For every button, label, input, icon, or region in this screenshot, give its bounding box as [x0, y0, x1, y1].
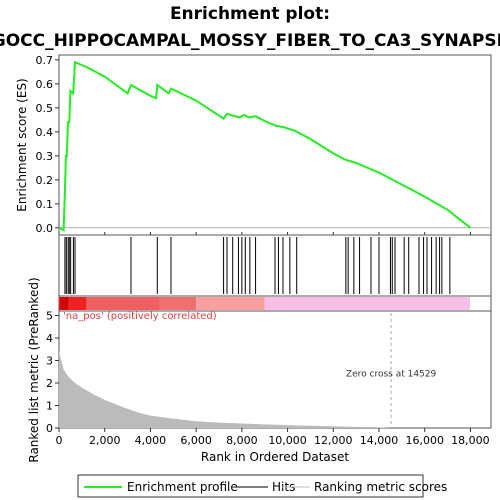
metric-y-tick-label: 0 — [46, 422, 53, 435]
metric-y-tick-label: 1 — [46, 400, 53, 413]
x-tick-label: 2,000 — [89, 434, 121, 447]
es-panel: 0.0 0.1 0.2 0.3 0.4 0.5 0.6 0.7 Enrichment scor… — [15, 54, 492, 236]
x-tick-label: 14,000 — [360, 434, 399, 447]
es-y-tick-label: 0.6 — [36, 78, 54, 91]
x-tick-label: 18,000 — [451, 434, 490, 447]
es-y-axis-ticks: 0.0 0.1 0.2 0.3 0.4 0.5 0.6 0.7 — [36, 54, 59, 235]
es-y-axis-label: Enrichment score (ES) — [15, 78, 29, 211]
legend-box — [77, 474, 424, 498]
x-tick-label: 12,000 — [314, 434, 353, 447]
metric-x-axis-ticks: 0 2,000 4,000 6,000 8,000 10,000 12,000 14,000 1… — [56, 428, 490, 447]
ranking-metric-area — [59, 351, 471, 428]
rank-color-stripe — [64, 297, 67, 310]
rank-color-stripe — [66, 297, 69, 310]
enrichment-profile-line — [58, 60, 472, 232]
chart-title-line2: GOCC_HIPPOCAMPAL_MOSSY_FIBER_TO_CA3_SYNA… — [0, 31, 500, 51]
rank-color-segment — [264, 297, 470, 310]
legend-metric-label: Ranking metric scores — [314, 480, 447, 494]
x-tick-label: 6,000 — [180, 434, 212, 447]
legend-enrichment-label: Enrichment profile — [127, 480, 238, 494]
rank-color-segment — [196, 297, 265, 310]
es-y-tick-label: 0.4 — [36, 126, 54, 139]
es-y-tick-label: 0.1 — [36, 198, 54, 211]
rank-color-stripe — [61, 297, 64, 310]
hit-markers — [64, 237, 451, 294]
metric-y-tick-label: 4 — [46, 332, 53, 345]
chart-title-line1: Enrichment plot: — [170, 4, 330, 24]
x-tick-label: 4,000 — [135, 434, 167, 447]
rank-color-bar — [58, 295, 492, 312]
hits-panel — [58, 234, 492, 297]
rank-color-stripe — [60, 297, 62, 310]
rank-color-segment — [86, 297, 160, 310]
x-tick-label: 16,000 — [405, 434, 444, 447]
es-y-tick-label: 0.5 — [36, 102, 54, 115]
es-y-tick-label: 0.2 — [36, 174, 54, 187]
metric-panel: Zero cross at 14529 'na_pos' (positively… — [27, 277, 492, 464]
metric-y-tick-label: 3 — [46, 355, 53, 368]
es-panel-frame — [58, 54, 492, 236]
rank-color-segment — [159, 297, 197, 310]
es-y-tick-label: 0.7 — [36, 54, 54, 67]
x-tick-label: 8,000 — [226, 434, 258, 447]
x-tick-label: 0 — [56, 434, 63, 447]
x-tick-label: 10,000 — [268, 434, 307, 447]
es-y-tick-label: 0.0 — [36, 222, 54, 235]
positive-correlation-label: 'na_pos' (positively correlated) — [63, 311, 217, 322]
x-axis-label: Rank in Ordered Dataset — [201, 450, 349, 464]
metric-y-axis-ticks: 0 1 2 3 4 5 — [46, 310, 59, 435]
legend: Enrichment profile Hits Ranking metric s… — [77, 474, 447, 498]
zero-cross-annotation: Zero cross at 14529 — [346, 369, 437, 379]
es-y-tick-label: 0.3 — [36, 150, 54, 163]
metric-y-axis-label: Ranked list metric (PreRanked) — [27, 277, 41, 462]
rank-color-stripe — [63, 297, 65, 310]
metric-y-tick-label: 5 — [46, 310, 53, 323]
metric-y-tick-label: 2 — [46, 377, 53, 390]
